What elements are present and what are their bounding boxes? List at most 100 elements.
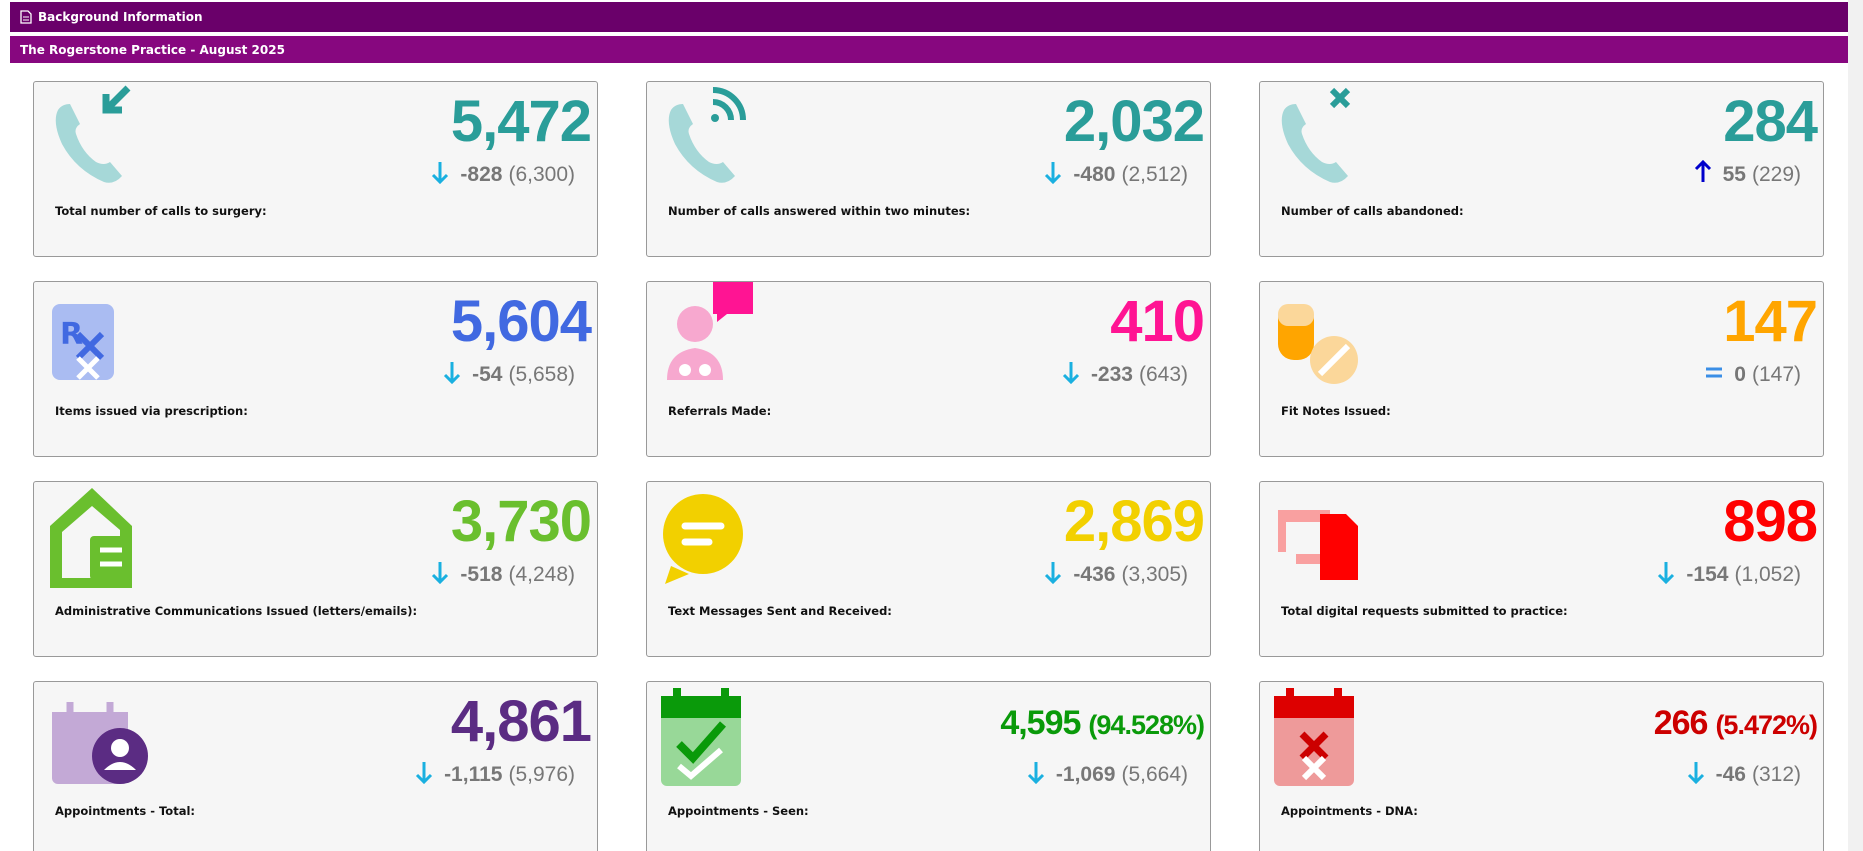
change-row: 55 (229) bbox=[1693, 159, 1801, 190]
trend-icon bbox=[430, 160, 450, 190]
previous-value: (4,248) bbox=[508, 563, 575, 586]
section-header[interactable]: Background Information bbox=[10, 2, 1848, 32]
stat-value: 2,032 bbox=[1063, 88, 1205, 155]
trend-icon bbox=[1061, 360, 1081, 390]
value-text: 410 bbox=[1110, 289, 1205, 354]
stat-label: Appointments - Seen: bbox=[668, 804, 809, 818]
card-icon bbox=[661, 482, 761, 592]
stat-value: 3,730 bbox=[450, 488, 592, 555]
stat-label: Number of calls abandoned: bbox=[1281, 204, 1464, 218]
stat-card: 5,472 -828 (6,300) Total number of calls to… bbox=[33, 81, 598, 257]
header-title: Background Information bbox=[38, 10, 203, 24]
header-subtitle: The Rogerstone Practice - August 2025 bbox=[20, 42, 285, 57]
change-value: -46 bbox=[1715, 763, 1746, 786]
value-text: 898 bbox=[1723, 489, 1818, 554]
change-value: -1,115 bbox=[444, 763, 503, 786]
change-row: 0 (147) bbox=[1704, 360, 1801, 390]
change-row: -46 (312) bbox=[1686, 760, 1801, 790]
stat-card: 284 55 (229) Number of calls abandoned: bbox=[1259, 81, 1824, 257]
icon bbox=[667, 282, 753, 380]
value-text: 147 bbox=[1723, 289, 1818, 354]
trend-icon bbox=[430, 560, 450, 590]
previous-value: (6,300) bbox=[508, 163, 575, 186]
stat-label: Items issued via prescription: bbox=[55, 404, 248, 418]
arrow bbox=[1045, 162, 1062, 185]
trend-icon bbox=[442, 360, 462, 390]
value-text: 3,730 bbox=[450, 489, 592, 554]
stat-value: 5,472 bbox=[450, 88, 592, 155]
change-value: -54 bbox=[472, 363, 503, 386]
stat-value: 4,595 (94.528%) bbox=[1000, 704, 1205, 743]
trend-icon bbox=[1686, 760, 1706, 790]
icon bbox=[55, 85, 131, 183]
value-text: 5,472 bbox=[450, 89, 592, 154]
card-icon bbox=[1274, 682, 1374, 792]
previous-value: (643) bbox=[1138, 363, 1188, 386]
change-row: -828 (6,300) bbox=[430, 160, 575, 190]
stat-value: 284 bbox=[1723, 88, 1818, 155]
stat-value: 2,869 bbox=[1064, 488, 1205, 555]
value-text: 2,032 bbox=[1063, 89, 1205, 154]
stat-card: R 5,604 -54 (5,658) Items issued via prescri… bbox=[33, 281, 598, 457]
arrow bbox=[1694, 159, 1711, 182]
stat-value: 266 (5.472%) bbox=[1654, 704, 1818, 743]
stat-value: 4,861 bbox=[450, 688, 592, 755]
previous-value: (2,512) bbox=[1121, 163, 1188, 186]
previous-value: (5,658) bbox=[508, 363, 575, 386]
change-value: -233 bbox=[1090, 363, 1133, 386]
arrow bbox=[1687, 762, 1704, 785]
value-text: 4,861 bbox=[450, 689, 592, 754]
icon bbox=[50, 488, 132, 590]
arrow bbox=[416, 762, 433, 785]
stat-value: 5,604 bbox=[450, 288, 592, 355]
stat-label: Appointments - Total: bbox=[55, 804, 195, 818]
value-text: 4,595 bbox=[1000, 704, 1081, 742]
value-text: 284 bbox=[1723, 89, 1818, 154]
stat-label: Total number of calls to surgery: bbox=[55, 204, 267, 218]
stat-card: 266 (5.472%) -46 (312) Appointments - DNA: bbox=[1259, 681, 1824, 851]
stat-label: Text Messages Sent and Received: bbox=[668, 604, 892, 618]
arrow bbox=[1658, 562, 1675, 585]
trend-icon bbox=[1656, 560, 1676, 590]
previous-value: (312) bbox=[1751, 763, 1801, 786]
stat-label: Administrative Communications Issued (le… bbox=[55, 604, 418, 618]
stat-label: Number of calls answered within two minu… bbox=[668, 204, 971, 218]
previous-value: (5,976) bbox=[508, 763, 575, 786]
icon bbox=[1278, 510, 1358, 580]
scrollbar[interactable] bbox=[1848, 0, 1863, 851]
stat-value: 898 bbox=[1723, 488, 1818, 555]
arrow bbox=[1027, 762, 1044, 785]
card-icon bbox=[48, 682, 148, 792]
change-row: -518 (4,248) bbox=[430, 560, 575, 590]
value-text: 5,604 bbox=[450, 289, 592, 354]
previous-value: (5,664) bbox=[1121, 763, 1188, 786]
icon bbox=[1281, 87, 1351, 183]
arrow bbox=[1706, 367, 1723, 378]
trend-icon bbox=[1693, 159, 1713, 190]
stat-label: Appointments - DNA: bbox=[1281, 804, 1418, 818]
card-icon bbox=[661, 282, 761, 392]
percent-text: (5.472%) bbox=[1715, 710, 1818, 740]
stat-label: Fit Notes Issued: bbox=[1281, 404, 1391, 418]
change-value: -480 bbox=[1073, 163, 1116, 186]
arrow bbox=[432, 562, 449, 585]
previous-value: (229) bbox=[1751, 163, 1801, 186]
change-value: -828 bbox=[460, 163, 503, 186]
percent-text: (94.528%) bbox=[1088, 710, 1205, 740]
icon bbox=[661, 688, 741, 786]
change-value: -154 bbox=[1686, 563, 1729, 586]
stat-label: Referrals Made: bbox=[668, 404, 772, 418]
stat-card: 2,032 -480 (2,512) Number of calls answered… bbox=[646, 81, 1211, 257]
change-row: -1,115 (5,976) bbox=[414, 760, 575, 790]
change-row: -54 (5,658) bbox=[442, 360, 575, 390]
previous-value: (1,052) bbox=[1734, 563, 1801, 586]
icon bbox=[1274, 688, 1354, 786]
arrow bbox=[1045, 562, 1062, 585]
icon bbox=[1278, 304, 1358, 384]
change-row: -233 (643) bbox=[1061, 360, 1188, 390]
stat-card: 3,730 -518 (4,248) Administrative Communica… bbox=[33, 481, 598, 657]
previous-value: (147) bbox=[1751, 363, 1801, 386]
card-icon bbox=[1274, 282, 1374, 392]
card-icon bbox=[48, 82, 148, 192]
